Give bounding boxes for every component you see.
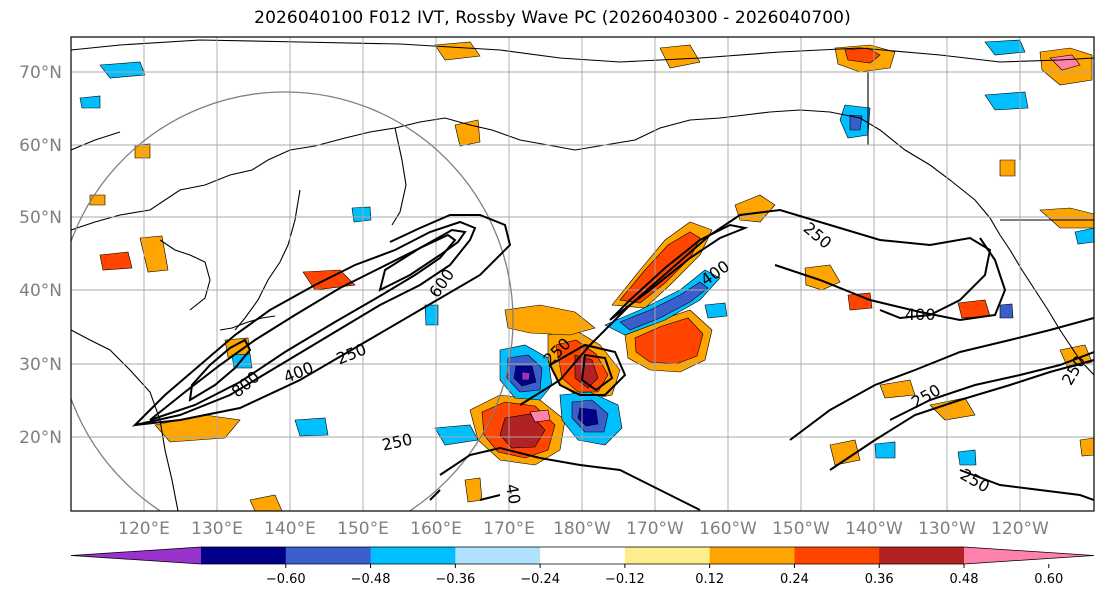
lat-label: 70°N <box>19 63 62 83</box>
anomaly-negative-patch <box>351 206 372 223</box>
figure-title: 2026040100 F012 IVT, Rossby Wave PC (202… <box>254 8 851 28</box>
anomaly-positive-patch <box>1039 207 1094 229</box>
anomaly-negative-patch <box>434 424 479 446</box>
colorbar-tick-label: −0.12 <box>605 572 645 587</box>
anomaly-positive-patch <box>99 251 133 271</box>
anomaly-negative-patch <box>99 61 146 79</box>
colorbar-tick-label: 0.12 <box>695 572 724 587</box>
anomaly-negative-patch <box>1074 227 1094 245</box>
anomaly-negative-patch <box>984 39 1026 56</box>
colorbar: −0.60 −0.48 −0.36 −0.24 −0.12 0.12 0.24 0.36 0.4… <box>70 546 1095 587</box>
lon-label: 150°W <box>772 519 830 539</box>
colorbar-segment <box>455 547 541 564</box>
lon-label: 180°W <box>553 519 611 539</box>
colorbar-segment <box>540 547 626 564</box>
anomaly-positive-patch <box>619 231 701 304</box>
lon-label: 130°W <box>918 519 976 539</box>
anomaly-positive-patch <box>929 397 976 421</box>
colorbar-outline <box>70 546 1095 565</box>
lon-label: 120°E <box>118 519 170 539</box>
anomaly-positive-patch <box>957 299 991 319</box>
anomaly-positive-patch <box>574 354 599 389</box>
anomaly-negative-patch <box>424 304 439 326</box>
anomaly-negative-patch <box>849 114 863 131</box>
anomaly-positive-patch <box>1079 437 1094 457</box>
anomaly-negative-patch <box>521 371 531 381</box>
lat-label: 30°N <box>19 355 62 375</box>
longitude-labels: 120°E 130°E 140°E 150°E 160°E 170°E 180°… <box>118 519 1049 539</box>
colorbar-extend-max <box>964 547 1094 564</box>
map-area: 600 400 250 250 800 250 400 250 400 250 … <box>71 37 1094 511</box>
lon-label: 170°W <box>626 519 684 539</box>
colorbar-segment <box>370 547 456 564</box>
anomaly-negative-patch <box>874 441 896 459</box>
colorbar-tick-label: 0.36 <box>865 572 894 587</box>
anomaly-negative-patch <box>294 417 329 437</box>
lon-label: 130°E <box>191 519 243 539</box>
anomaly-positive-patch <box>454 119 481 147</box>
anomaly-negative-patch <box>704 302 728 319</box>
lon-label: 120°W <box>991 519 1049 539</box>
contour-label: 40 <box>502 482 524 505</box>
anomaly-positive-patch <box>879 379 916 399</box>
colorbar-segment <box>624 547 711 564</box>
colorbar-tick-label: −0.60 <box>266 572 306 587</box>
colorbar-tick-label: 0.48 <box>950 572 979 587</box>
latitude-labels: 70°N 60°N 50°N 40°N 30°N 20°N <box>19 63 62 448</box>
anomaly-positive-patch <box>499 413 546 449</box>
coastlines <box>71 39 1094 511</box>
anomaly-positive-patch <box>464 477 483 503</box>
colorbar-tick-label: 0.60 <box>1034 572 1063 587</box>
anomaly-positive-patch <box>134 143 151 159</box>
anomaly-positive-patch <box>529 409 551 423</box>
colorbar-segment <box>201 547 287 564</box>
lon-label: 140°W <box>845 519 903 539</box>
lon-label: 160°E <box>410 519 462 539</box>
lat-label: 50°N <box>19 208 62 228</box>
colorbar-tick-label: 0.24 <box>780 572 809 587</box>
colorbar-segment <box>794 547 880 564</box>
lat-label: 20°N <box>19 428 62 448</box>
lat-label: 40°N <box>19 281 62 301</box>
anomaly-negative-patch <box>957 449 977 466</box>
colorbar-segment <box>879 547 965 564</box>
colorbar-tick-label: −0.48 <box>351 572 391 587</box>
colorbar-segment <box>285 547 372 564</box>
anomaly-positive-patch <box>659 44 701 69</box>
range-circle <box>71 91 514 511</box>
ivt-contours <box>131 208 1094 511</box>
anomaly-negative-patch <box>984 91 1029 111</box>
anomaly-positive-patch <box>999 159 1016 177</box>
colorbar-tick-label: −0.24 <box>520 572 560 587</box>
lat-label: 60°N <box>19 136 62 156</box>
anomaly-negative-patch <box>79 95 101 109</box>
anomaly-positive-patch <box>847 292 873 311</box>
anomaly-positive-patch <box>504 304 596 336</box>
lon-label: 170°E <box>483 519 535 539</box>
lon-label: 160°W <box>699 519 757 539</box>
colorbar-segment <box>709 547 795 564</box>
map-frame <box>70 36 1095 512</box>
anomaly-positive-patch <box>139 235 169 273</box>
lon-label: 150°E <box>337 519 389 539</box>
anomaly-negative-patch <box>999 303 1014 319</box>
anomaly-positive-patch <box>634 317 704 365</box>
colorbar-extend-min <box>71 547 201 564</box>
contour-label: 400 <box>905 305 936 324</box>
lon-label: 140°E <box>264 519 316 539</box>
colorbar-tick-label: −0.36 <box>435 572 475 587</box>
anomaly-negative-patch <box>577 407 599 427</box>
anomaly-positive-patch <box>89 194 106 206</box>
anomaly-positive-patch <box>249 494 283 511</box>
anomaly-negative-patch <box>619 281 709 331</box>
anomaly-positive-patch <box>829 439 861 466</box>
